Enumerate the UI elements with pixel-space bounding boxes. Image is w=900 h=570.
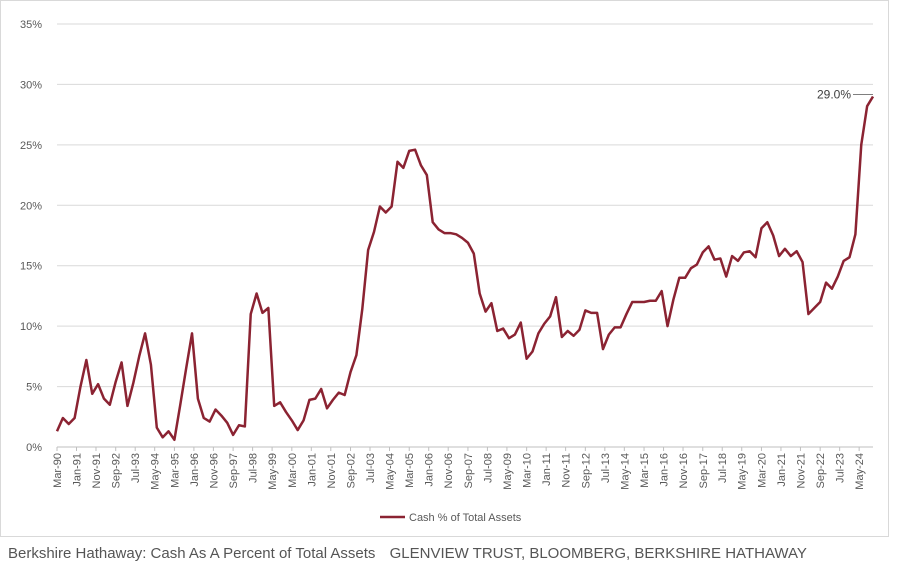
- source: GLENVIEW TRUST, BLOOMBERG, BERKSHIRE HAT…: [389, 545, 807, 562]
- x-tick-label: Jan-91: [71, 453, 83, 487]
- chart: 0% 5% 10% 15% 20% 25% 30% 35% Mar-90 Jan-91 Nov-91…: [0, 0, 889, 537]
- y-tick-label: 35%: [20, 19, 42, 31]
- y-tick-label: 10%: [20, 321, 42, 333]
- x-tick-label: Jan-06: [424, 453, 436, 487]
- caption-row: Berkshire Hathaway: Cash As A Percent of…: [8, 545, 817, 562]
- x-tick-label: Sep-92: [111, 453, 123, 488]
- x-tick-label: Jan-16: [659, 453, 671, 487]
- x-tick-label: Mar-00: [287, 453, 299, 488]
- x-tick-label: Sep-97: [228, 453, 240, 488]
- x-tick-label: Jan-11: [541, 453, 553, 486]
- x-tick-label: Nov-11: [561, 453, 573, 488]
- x-tick-label: Jul-18: [717, 453, 729, 483]
- x-tick-label: Jan-96: [189, 453, 201, 487]
- x-tick-label: Sep-07: [463, 453, 475, 488]
- x-tick-label: Nov-96: [208, 453, 220, 488]
- x-tick-label: Jan-21: [776, 453, 788, 487]
- annotation: 29.0%: [817, 88, 851, 102]
- y-tick-label: 5%: [26, 382, 42, 394]
- x-tick-label: Sep-02: [346, 453, 358, 488]
- x-tick-label: Mar-10: [522, 453, 534, 488]
- x-tick-label: May-09: [502, 453, 514, 490]
- x-tick-label: Jul-03: [365, 453, 377, 483]
- x-tick-label: May-04: [385, 453, 397, 490]
- x-tick-label: Nov-06: [443, 453, 455, 488]
- series-line: [55, 95, 875, 441]
- y-tick-label: 0%: [26, 442, 42, 454]
- x-tick-label: May-24: [854, 453, 866, 490]
- x-tick-label: Jan-01: [306, 453, 318, 487]
- x-tick-label: Nov-21: [795, 453, 807, 488]
- x-tick-label: Sep-12: [580, 453, 592, 488]
- legend-label: Cash % of Total Assets: [409, 512, 522, 524]
- x-tick-label: Jul-08: [482, 453, 494, 483]
- x-tick-label: May-14: [619, 453, 631, 490]
- x-tick-label: Nov-01: [326, 453, 338, 488]
- y-tick-label: 30%: [20, 79, 42, 91]
- x-tick-label: Jul-98: [248, 453, 260, 483]
- x-tick-label: Nov-91: [91, 453, 103, 488]
- y-tick-label: 15%: [20, 261, 42, 273]
- x-tick-label: May-94: [150, 453, 162, 490]
- x-tick-label: Mar-95: [169, 453, 181, 488]
- x-tick-label: Jul-13: [600, 453, 612, 483]
- x-tick-label: Mar-20: [756, 453, 768, 488]
- x-tick-label: May-19: [737, 453, 749, 490]
- x-tick-label: Mar-90: [52, 453, 64, 488]
- x-tick-label: Jul-93: [130, 453, 142, 483]
- caption: Berkshire Hathaway: Cash As A Percent of…: [8, 545, 376, 562]
- x-tick-label: Mar-05: [404, 453, 416, 488]
- x-tick-label: Jul-23: [835, 453, 847, 483]
- y-tick-label: 20%: [20, 200, 42, 212]
- x-tick-label: Nov-16: [678, 453, 690, 488]
- y-tick-label: 25%: [20, 140, 42, 152]
- x-tick-label: May-99: [267, 453, 279, 490]
- x-tick-label: Sep-22: [815, 453, 827, 488]
- x-tick-label: Sep-17: [698, 453, 710, 488]
- x-tick-label: Mar-15: [639, 453, 651, 488]
